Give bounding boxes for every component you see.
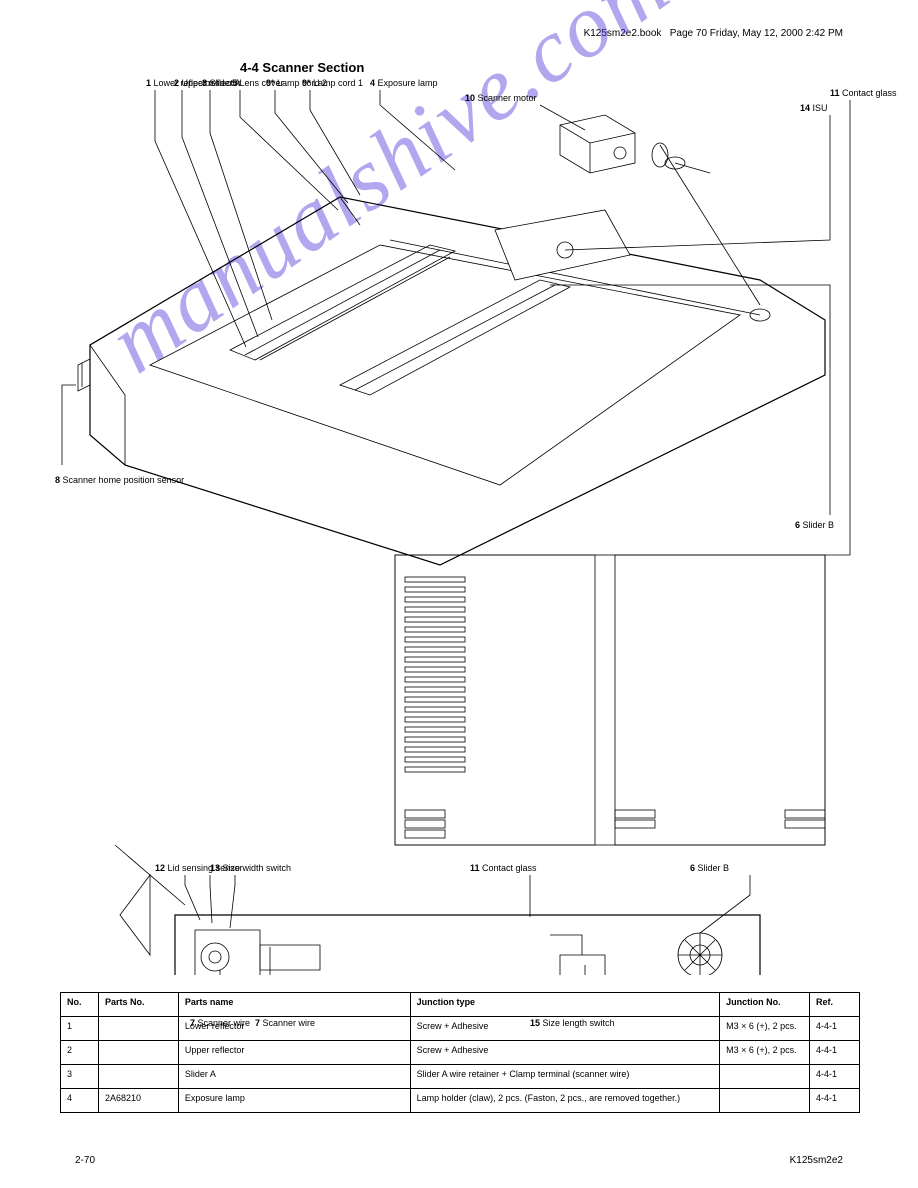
callout-6b: 6 Slider B xyxy=(690,863,729,873)
th-ref: Ref. xyxy=(810,993,860,1017)
th-no: No. xyxy=(61,993,99,1017)
callout-6: 6 Slider B xyxy=(795,520,834,530)
callout-10: 10 Scanner motor xyxy=(465,93,537,103)
exploded-diagram: 1 Lower reflector 2 Upper reflector 3 Sl… xyxy=(60,85,860,975)
page-header: K125sm2e2.book Page 70 Friday, May 12, 2… xyxy=(584,28,843,39)
page-footer: 2-70 K125sm2e2 xyxy=(75,1155,843,1166)
parts-table: No. Parts No. Parts name Junction type J… xyxy=(60,992,860,1113)
callout-11b: 11 Contact glass xyxy=(470,863,537,873)
table-row: 3 Slider A Slider A wire retainer + Clam… xyxy=(61,1065,860,1089)
callout-8: 8 Scanner home position sensor xyxy=(55,475,184,485)
header-pageinfo: Page 70 Friday, May 12, 2000 2:42 PM xyxy=(670,28,843,39)
th-pn: Parts No. xyxy=(98,993,178,1017)
callout-11: 11 Contact glass xyxy=(830,88,897,98)
callout-14: 14 ISU xyxy=(800,103,828,113)
table-row: 2 Upper reflector Screw + Adhesive M3 × … xyxy=(61,1041,860,1065)
table-header-row: No. Parts No. Parts name Junction type J… xyxy=(61,993,860,1017)
th-jtype: Junction type xyxy=(410,993,720,1017)
th-name: Parts name xyxy=(178,993,410,1017)
callout-9b: 9* Lamp cord 1 xyxy=(302,78,363,88)
footer-page: 2-70 xyxy=(75,1155,95,1166)
table-row: 4 2A68210 Exposure lamp Lamp holder (cla… xyxy=(61,1089,860,1113)
footer-doc: K125sm2e2 xyxy=(790,1155,843,1166)
callout-13: 13 Size width switch xyxy=(210,863,291,873)
header-product: K125sm2e2.book xyxy=(584,28,662,39)
table-row: 1 Lower reflector Screw + Adhesive M3 × … xyxy=(61,1017,860,1041)
callout-4: 4 Exposure lamp xyxy=(370,78,438,88)
page-title: 4-4 Scanner Section xyxy=(240,60,364,75)
diagram-svg xyxy=(60,85,860,975)
th-jno: Junction No. xyxy=(720,993,810,1017)
